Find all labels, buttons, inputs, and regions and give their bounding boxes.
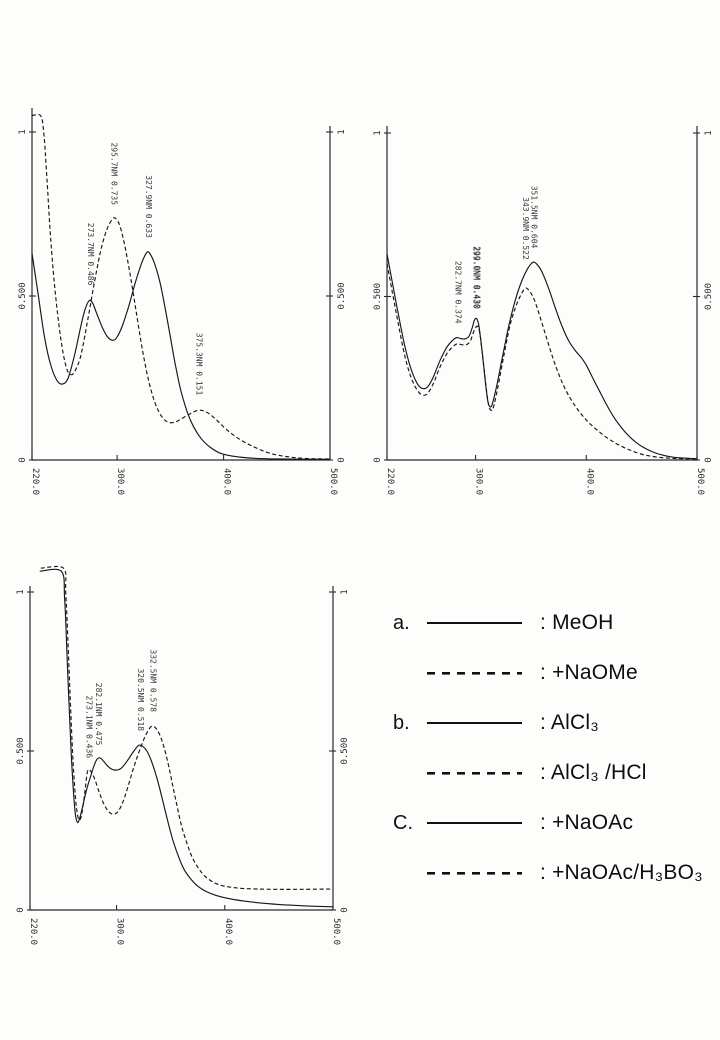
svg-text:1: 1 (704, 130, 714, 135)
legend-entry-label: : AlCl₃ /HCl (540, 761, 647, 784)
svg-text:0: 0 (373, 457, 383, 462)
svg-text:332.5NM 0.578: 332.5NM 0.578 (149, 649, 158, 712)
svg-text:1: 1 (340, 589, 350, 594)
svg-text:0.500: 0.500 (16, 737, 26, 764)
svg-text:1: 1 (18, 129, 28, 134)
legend: a. : MeOH : +NaOMe b. : AlCl₃ : AlCl₃ /H… (393, 598, 708, 898)
svg-text:0: 0 (340, 907, 350, 912)
uv-spectrum-chart-c: 0 0 0.500 0.500 1 1 220.0 300.0 400.0 500.0 282.1N… (16, 565, 350, 945)
svg-text:0: 0 (16, 907, 26, 912)
legend-entry-label: : +NaOMe (540, 661, 638, 684)
svg-text:500.0: 500.0 (328, 468, 338, 495)
svg-text:1: 1 (337, 129, 347, 134)
svg-text:0.500: 0.500 (373, 283, 383, 310)
legend-entry-label: : +NaOAc (540, 811, 634, 834)
uv-spectrum-chart-a: 0 0 0.500 0.500 1 1 220.0 300.0 400.0 500.0 273.7N… (18, 108, 347, 495)
legend-entry-label: : AlCl₃ (540, 711, 599, 734)
svg-text:351.5NM 0.604: 351.5NM 0.604 (530, 186, 539, 249)
legend-row-naoac-h3bo3: : +NaOAc/H₃BO₃ (393, 848, 708, 898)
svg-text:327.9NM 0.633: 327.9NM 0.633 (144, 175, 153, 238)
solid-line-sample (427, 821, 522, 825)
svg-text:282.7NM 0.374: 282.7NM 0.374 (453, 261, 462, 324)
svg-text:273.7NM 0.486: 273.7NM 0.486 (86, 223, 95, 286)
svg-text:295.7NM 0.735: 295.7NM 0.735 (110, 142, 119, 205)
svg-text:0: 0 (704, 457, 714, 462)
dashed-line-sample (427, 771, 522, 775)
svg-text:320.5NM 0.518: 320.5NM 0.518 (136, 668, 145, 731)
svg-text:220.0: 220.0 (28, 918, 38, 945)
legend-row-naome: : +NaOMe (393, 648, 708, 698)
svg-text:0.500: 0.500 (18, 282, 28, 309)
legend-entry-label: : +NaOAc/H₃BO₃ (540, 861, 703, 884)
svg-text:300.0: 300.0 (115, 918, 125, 945)
solid-line-sample (427, 721, 522, 725)
svg-text:300.0: 300.0 (474, 468, 484, 495)
svg-text:400.0: 400.0 (222, 468, 232, 495)
dashed-line-sample (427, 871, 522, 875)
legend-group-label-c: C. (393, 811, 413, 834)
svg-text:0.500: 0.500 (337, 282, 347, 309)
dashed-line-sample (427, 671, 522, 675)
svg-text:300.0: 300.0 (115, 468, 125, 495)
svg-text:0: 0 (337, 457, 347, 462)
legend-row-meoh: a. : MeOH (393, 598, 708, 648)
svg-text:400.0: 400.0 (584, 468, 594, 495)
svg-text:299.0NM 0.430: 299.0NM 0.430 (472, 246, 481, 309)
svg-text:1: 1 (16, 589, 26, 594)
svg-text:220.0: 220.0 (385, 468, 395, 495)
svg-text:0: 0 (18, 457, 28, 462)
svg-text:0.500: 0.500 (340, 737, 350, 764)
legend-entry-label: : MeOH (540, 611, 614, 634)
solid-line-sample (427, 621, 522, 625)
legend-group-label-b: b. (393, 711, 410, 734)
svg-text:1: 1 (373, 130, 383, 135)
svg-text:273.1NM 0.436: 273.1NM 0.436 (84, 696, 93, 759)
legend-row-alcl3: b. : AlCl₃ (393, 698, 708, 748)
svg-text:282.1NM 0.475: 282.1NM 0.475 (94, 683, 103, 746)
svg-text:500.0: 500.0 (331, 918, 341, 945)
legend-row-alcl3-hcl: : AlCl₃ /HCl (393, 748, 708, 798)
uv-spectrum-chart-b: 0 0 0.500 0.500 1 1 220.0 300.0 400.0 500.0 282.7N… (373, 126, 714, 495)
svg-text:343.9NM 0.522: 343.9NM 0.522 (521, 197, 530, 260)
svg-text:299.0NM 0.430: 299.0NM 0.430 (471, 246, 480, 309)
svg-text:375.3NM 0.151: 375.3NM 0.151 (194, 333, 203, 396)
svg-text:0.500: 0.500 (704, 283, 714, 310)
svg-text:400.0: 400.0 (223, 918, 233, 945)
svg-text:500.0: 500.0 (695, 468, 705, 495)
legend-row-naoac: C. : +NaOAc (393, 798, 708, 848)
svg-text:220.0: 220.0 (30, 468, 40, 495)
legend-group-label-a: a. (393, 611, 410, 634)
